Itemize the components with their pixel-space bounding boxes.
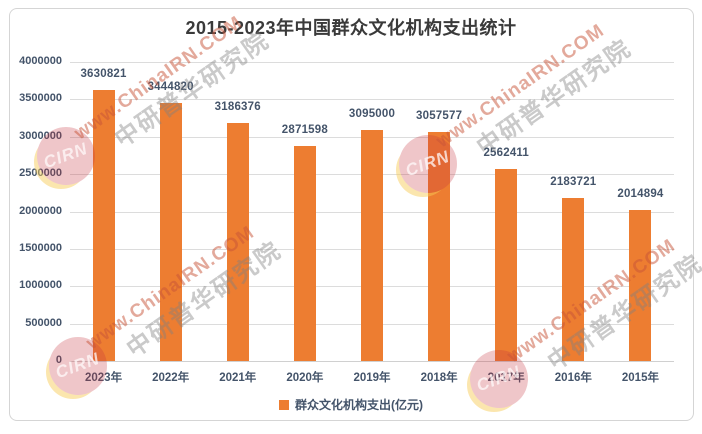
bar-value-label: 2562411: [483, 147, 529, 160]
bar: [562, 197, 585, 361]
bar: [495, 169, 518, 361]
y-axis-tick-label: 3500000: [19, 92, 62, 105]
bar-value-label: 3444820: [147, 81, 194, 94]
x-axis-tick-label: 2016年: [554, 372, 592, 384]
y-axis-tick-label: 3000000: [19, 129, 62, 142]
legend-marker-icon: [279, 399, 289, 410]
bar: [226, 122, 249, 361]
x-axis-tick-label: 2022年: [152, 372, 190, 384]
y-axis-tick-label: 0: [55, 354, 62, 366]
gridline: [70, 62, 674, 63]
legend: 群众文化机构支出(亿元): [0, 396, 702, 413]
bar: [293, 146, 316, 361]
y-axis-tick-label: 2500000: [19, 167, 62, 180]
gridline: [70, 361, 674, 362]
x-axis-tick-label: 2021年: [219, 372, 257, 384]
x-axis-tick-label: 2023年: [85, 372, 123, 384]
bar-value-label: 2014894: [617, 188, 664, 201]
x-axis-tick-label: 2017年: [487, 372, 525, 384]
y-axis-tick-label: 1000000: [19, 279, 62, 292]
gridline: [70, 99, 674, 101]
x-axis-tick-label: 2018年: [420, 372, 458, 384]
x-axis-tick-label: 2015年: [621, 372, 659, 384]
x-axis-tick-label: 2019年: [353, 372, 391, 384]
bar-value-label: 3057577: [416, 110, 463, 123]
bar-value-label: 3630821: [80, 67, 127, 80]
bar-value-label: 2183721: [550, 175, 597, 188]
bar: [428, 132, 451, 361]
bar-value-label: 2871598: [281, 124, 328, 137]
y-axis-tick-label: 1500000: [19, 241, 62, 254]
y-axis-tick-label: 4000000: [19, 55, 62, 67]
bar-value-label: 3095000: [348, 107, 396, 120]
chart-title: 2015-2023年中国群众文化机构支出统计: [185, 18, 517, 38]
x-axis-tick-label: 2020年: [286, 372, 324, 384]
y-axis-tick-label: 500000: [25, 316, 62, 329]
legend-label: 群众文化机构支出(亿元): [295, 398, 423, 412]
bar: [629, 210, 652, 361]
y-axis-tick-label: 2000000: [19, 204, 62, 217]
bar-value-label: 3186376: [214, 100, 261, 113]
bar: [361, 129, 383, 361]
bar: [92, 89, 115, 361]
bar: [159, 103, 182, 361]
